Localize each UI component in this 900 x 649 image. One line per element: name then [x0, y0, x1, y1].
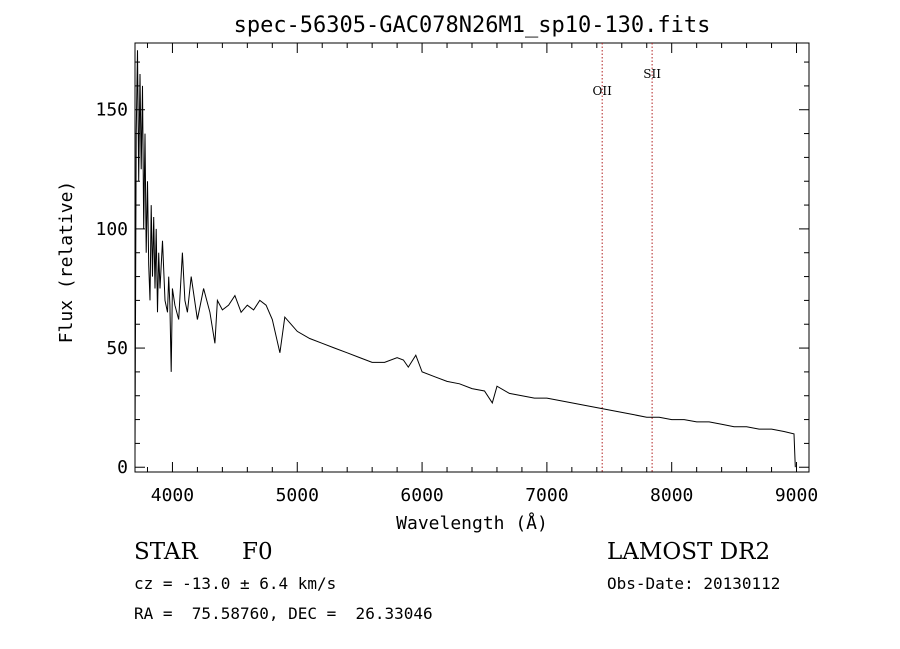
x-tick-label: 5000 [276, 485, 319, 506]
emission-line-markers: OII SII [593, 43, 661, 472]
x-tick-label: 9000 [775, 485, 818, 506]
x-axis-label: Wavelength (Å) [396, 512, 548, 534]
object-class: STAR [134, 539, 198, 565]
emission-label-sii: SII [643, 67, 661, 81]
spectrum-line [134, 50, 796, 468]
x-tick-label: 7000 [525, 485, 568, 506]
plot-frame [134, 42, 810, 473]
observation-date: Obs-Date: 20130112 [607, 574, 781, 593]
x-tick-label: 8000 [650, 485, 693, 506]
chart-title: spec-56305-GAC078N26M1_sp10-130.fits [234, 13, 711, 38]
y-axis-label: Flux (relative) [56, 181, 77, 344]
y-tick-label: 50 [106, 338, 128, 359]
spectrum-chart: spec-56305-GAC078N26M1_sp10-130.fits 400… [56, 13, 818, 534]
redshift-velocity: cz = -13.0 ± 6.4 km/s [134, 574, 337, 593]
axis-tick-labels: 4000 5000 6000 7000 8000 9000 0 50 100 150 [95, 100, 818, 506]
emission-label-oii: OII [593, 84, 613, 98]
coordinates: RA = 75.58760, DEC = 26.33046 [134, 604, 433, 623]
x-tick-label: 4000 [151, 485, 194, 506]
y-tick-label: 150 [95, 100, 128, 121]
axis-ticks [135, 43, 809, 472]
x-tick-label: 6000 [400, 485, 443, 506]
y-tick-label: 0 [117, 457, 128, 478]
spectral-subclass: F0 [242, 539, 273, 565]
survey-name: LAMOST DR2 [607, 539, 771, 565]
y-tick-label: 100 [95, 219, 128, 240]
